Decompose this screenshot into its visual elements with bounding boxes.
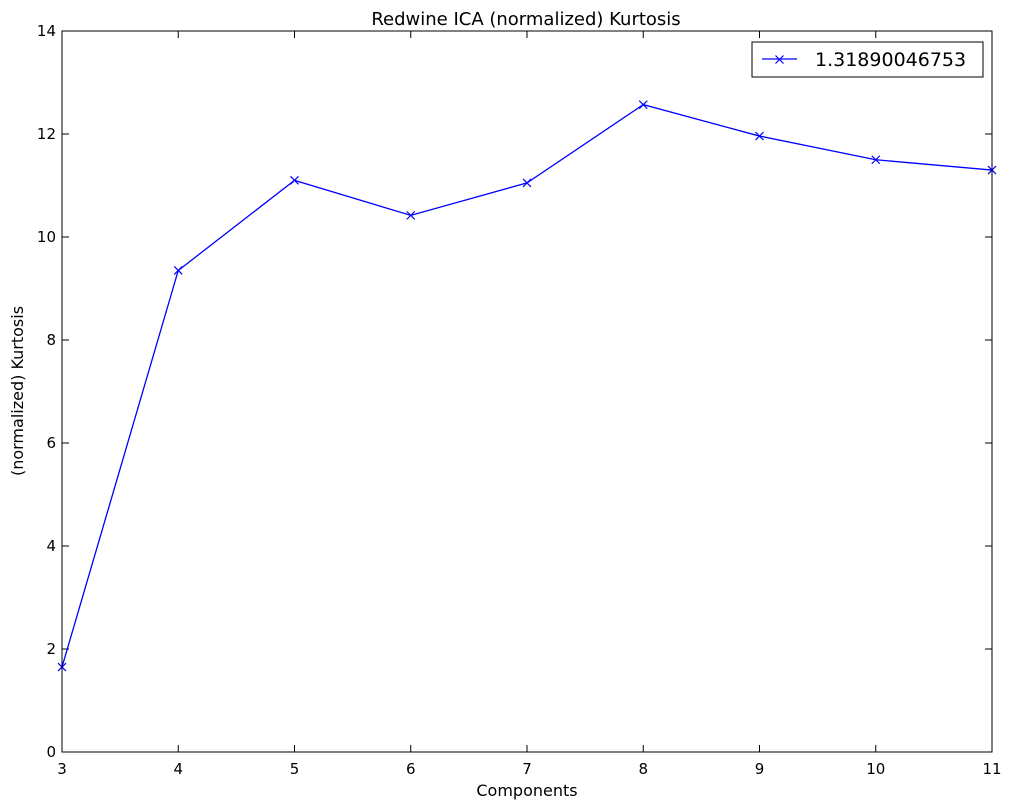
y-tick-label: 0 — [46, 743, 56, 761]
y-axis-label: (normalized) Kurtosis — [8, 306, 27, 476]
x-tick-label: 10 — [866, 760, 885, 778]
data-point-marker — [871, 155, 881, 165]
y-tick-label: 12 — [37, 125, 56, 143]
data-point-marker — [638, 100, 648, 110]
y-axis: 0 2 4 6 8 10 12 14 — [37, 22, 992, 761]
x-tick-label: 4 — [173, 760, 183, 778]
x-tick-label: 8 — [638, 760, 648, 778]
x-tick-label: 3 — [57, 760, 67, 778]
y-tick-label: 4 — [46, 537, 56, 555]
chart-title: Redwine ICA (normalized) Kurtosis — [371, 9, 680, 30]
x-tick-label: 6 — [406, 760, 416, 778]
data-point-marker — [173, 266, 183, 275]
y-tick-label: 8 — [46, 331, 56, 349]
series-layer — [57, 100, 997, 672]
x-axis-label: Components — [476, 781, 577, 800]
y-tick-label: 14 — [37, 22, 56, 40]
plot-frame — [61, 30, 993, 753]
x-tick-label: 5 — [290, 760, 300, 778]
data-point-marker — [522, 178, 532, 188]
y-tick-label: 2 — [46, 640, 56, 658]
y-tick-label: 6 — [46, 434, 56, 452]
legend-label: 1.31890046753 — [815, 49, 966, 71]
data-point-marker — [290, 175, 299, 185]
x-axis: 3 4 5 6 7 8 9 10 11 — [57, 31, 1002, 778]
legend: 1.31890046753 — [751, 41, 984, 78]
legend-marker — [775, 55, 784, 64]
x-tick-label: 9 — [755, 760, 765, 778]
data-point-marker — [755, 131, 764, 141]
plot-area — [62, 31, 992, 752]
x-tick-label: 11 — [982, 760, 1001, 778]
data-point-marker — [406, 210, 416, 220]
x-tick-label: 7 — [522, 760, 532, 778]
y-tick-label: 10 — [37, 228, 56, 246]
